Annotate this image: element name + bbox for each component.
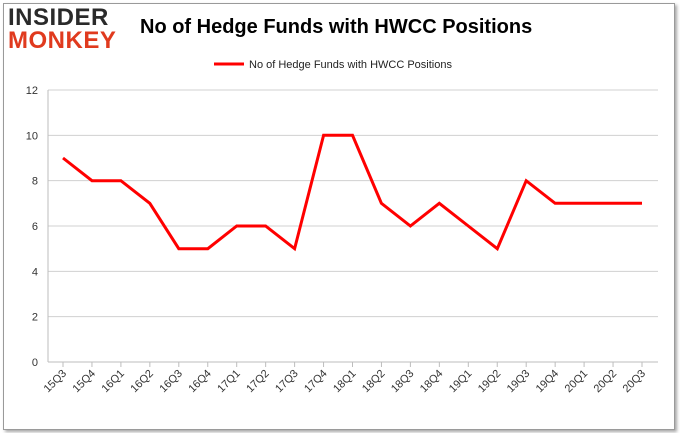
series-lines xyxy=(62,133,643,252)
x-tick-label: 17Q4 xyxy=(302,368,330,396)
x-tick-label: 18Q1 xyxy=(331,368,359,396)
x-tick-labels: 15Q3 15Q4 16Q1 16Q2 16Q3 16Q4 17Q1 17Q2 17Q3 17Q4… xyxy=(42,368,649,396)
x-tick-label: 20Q2 xyxy=(592,368,620,396)
legend: No of Hedge Funds with HWCC Positions xyxy=(214,59,452,71)
chart-title: No of Hedge Funds with HWCC Positions xyxy=(140,16,533,38)
y-tick-label: 8 xyxy=(32,176,38,188)
x-tick-label: 17Q1 xyxy=(215,368,243,396)
x-tick-label: 16Q4 xyxy=(186,368,214,396)
x-tick-label: 20Q1 xyxy=(563,368,591,396)
x-tick-label: 19Q2 xyxy=(476,368,504,396)
x-tick-label: 16Q2 xyxy=(128,368,156,396)
y-tick-labels: 0 2 4 6 8 10 12 xyxy=(26,85,38,369)
y-tick-label: 12 xyxy=(26,85,38,97)
x-tick-label: 19Q4 xyxy=(534,368,562,396)
x-tick-label: 20Q3 xyxy=(621,368,649,396)
x-tick-label: 15Q4 xyxy=(71,368,99,396)
x-tick-label: 15Q3 xyxy=(42,368,70,396)
y-tick-label: 2 xyxy=(32,312,38,324)
x-tick-label: 16Q1 xyxy=(99,368,127,396)
x-tick-label: 17Q2 xyxy=(244,368,272,396)
legend-label: No of Hedge Funds with HWCC Positions xyxy=(249,59,452,71)
chart-frame xyxy=(3,3,675,430)
x-tick-label: 17Q3 xyxy=(273,368,301,396)
x-tick-label: 19Q1 xyxy=(447,368,475,396)
x-tick-label: 16Q3 xyxy=(157,368,185,396)
x-tick-label: 19Q3 xyxy=(505,368,533,396)
y-tick-label: 10 xyxy=(26,130,38,142)
y-tick-label: 6 xyxy=(32,221,38,233)
insider-monkey-logo: INSIDER MONKEY xyxy=(8,6,116,53)
logo-line-1: INSIDER xyxy=(8,4,109,31)
x-tick-label: 18Q2 xyxy=(360,368,388,396)
x-tick-label: 18Q4 xyxy=(418,368,446,396)
series-line xyxy=(62,133,642,252)
logo-line-2: MONKEY xyxy=(8,27,117,54)
y-tick-label: 0 xyxy=(32,357,38,369)
axes xyxy=(47,90,658,367)
x-tick-label: 18Q3 xyxy=(389,368,417,396)
y-tick-label: 4 xyxy=(32,266,38,278)
